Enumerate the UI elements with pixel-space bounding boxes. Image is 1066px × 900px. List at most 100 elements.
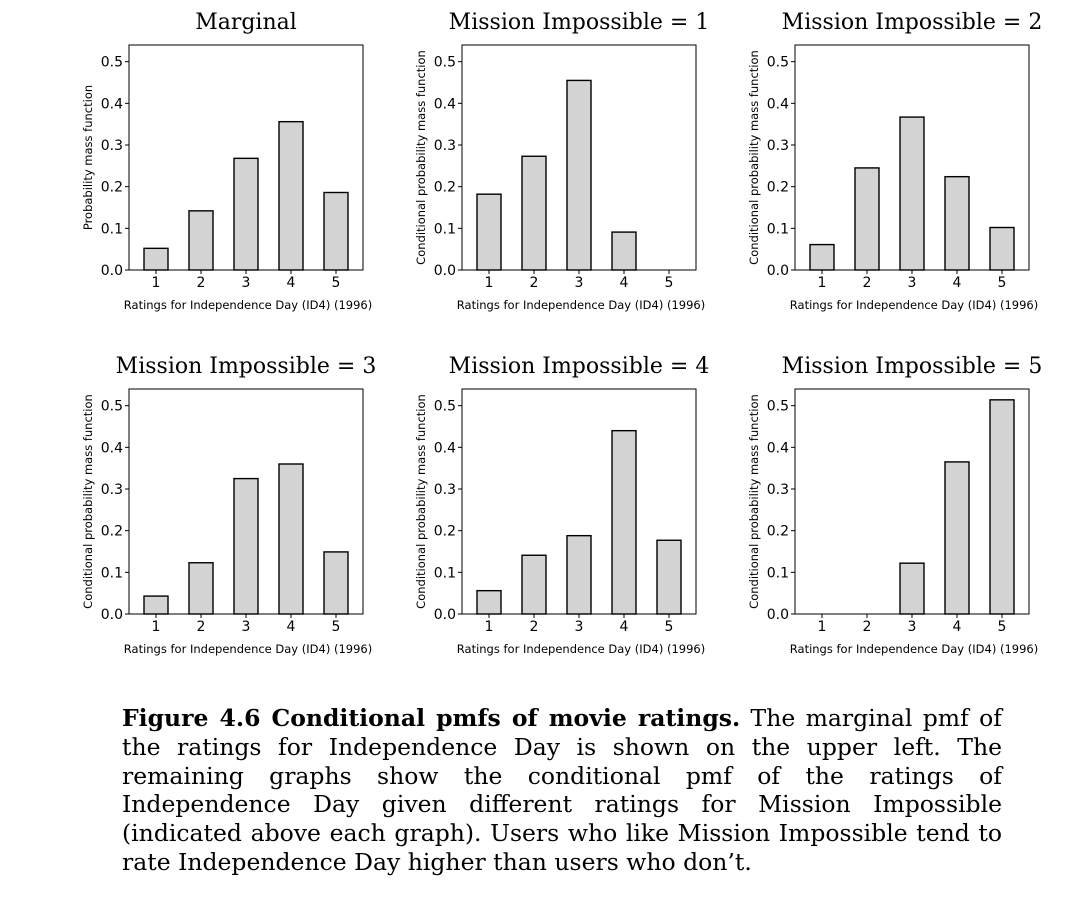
bar-1 [143,595,169,615]
y-axis-label: Conditional probability mass function [414,394,428,609]
x-tick-label: 2 [530,619,539,635]
bar-4 [944,175,970,271]
y-tick-label: 0.2 [101,524,123,540]
y-tick-label: 0.3 [101,482,123,498]
y-tick-label: 0.0 [434,263,456,279]
y-tick-label: 0.1 [101,221,123,237]
y-axis-label: Conditional probability mass function [81,394,95,609]
y-tick-label: 0.1 [434,565,456,581]
x-tick-label: 1 [485,275,494,291]
panel-title: Mission Impossible = 5 [782,354,1043,379]
y-tick-label: 0.5 [101,399,123,415]
bar-3 [566,79,592,271]
panel-title: Marginal [195,10,297,35]
bar-2 [854,167,880,271]
y-tick-label: 0.5 [767,399,789,415]
chart-panel-4: Mission Impossible = 3 0.0 0.1 0.2 0.3 0.4 0.5… [81,354,376,656]
y-tick-label: 0.2 [767,180,789,196]
bar-2 [521,554,547,615]
bar-4 [611,429,637,615]
bar-2 [188,562,214,615]
figure-panels: Marginal 0.0 0.1 0.2 0.3 0.4 0.5 1 2 3 4 5 Ratings f… [81,10,1042,656]
y-tick-label: 0.1 [434,221,456,237]
chart-panel-6: Mission Impossible = 5 0.0 0.1 0.2 0.3 0.4 0.5… [747,354,1042,656]
y-tick-label: 0.1 [101,565,123,581]
x-tick-label: 2 [863,619,872,635]
panel-title: Mission Impossible = 3 [116,354,377,379]
bar-3 [899,562,925,615]
bar-5 [656,539,682,615]
x-tick-label: 5 [665,275,674,291]
x-axis-label: Ratings for Independence Day (ID4) (1996… [790,642,1038,656]
y-tick-label: 0.0 [767,263,789,279]
x-tick-label: 1 [485,619,494,635]
y-tick-label: 0.3 [434,482,456,498]
panel-title: Mission Impossible = 2 [782,10,1043,35]
x-axis-label: Ratings for Independence Day (ID4) (1996… [124,298,372,312]
x-tick-label: 3 [908,619,917,635]
y-tick-label: 0.1 [767,565,789,581]
bar-1 [476,589,502,615]
caption-body: The marginal pmf of the ratings for Inde… [122,704,1002,876]
bar-2 [521,155,547,271]
y-axis-label: Conditional probability mass function [414,50,428,265]
x-tick-label: 2 [530,275,539,291]
x-tick-label: 5 [998,275,1007,291]
bar-5 [323,191,349,271]
x-tick-label: 1 [152,619,161,635]
x-tick-label: 1 [152,275,161,291]
y-tick-label: 0.4 [767,440,789,456]
y-tick-label: 0.0 [434,607,456,623]
bar-3 [233,477,259,615]
x-tick-label: 3 [242,619,251,635]
bar-1 [143,247,169,271]
y-tick-label: 0.4 [101,440,123,456]
x-tick-label: 5 [665,619,674,635]
y-tick-label: 0.4 [101,96,123,112]
x-tick-label: 1 [818,275,827,291]
y-tick-label: 0.5 [767,55,789,71]
y-tick-label: 0.2 [434,180,456,196]
chart-panel-1: Marginal 0.0 0.1 0.2 0.3 0.4 0.5 1 2 3 4 5 Ratings f… [81,10,372,312]
x-tick-label: 4 [620,275,629,291]
bar-2 [188,210,214,271]
bar-5 [323,551,349,615]
x-tick-label: 5 [998,619,1007,635]
x-tick-label: 2 [197,275,206,291]
panel-title: Mission Impossible = 4 [449,354,710,379]
y-tick-label: 0.1 [767,221,789,237]
bar-4 [278,120,304,271]
y-tick-label: 0.3 [767,138,789,154]
y-axis-label: Conditional probability mass function [747,50,761,265]
x-tick-label: 2 [863,275,872,291]
chart-panel-3: Mission Impossible = 2 0.0 0.1 0.2 0.3 0.4 0.5… [747,10,1042,312]
bar-4 [611,231,637,271]
y-tick-label: 0.4 [434,96,456,112]
bar-5 [989,399,1015,615]
caption-lead: Figure 4.6 Conditional pmfs of movie rat… [122,704,741,732]
bar-3 [899,116,925,271]
bar-4 [278,463,304,615]
chart-panel-2: Mission Impossible = 1 0.0 0.1 0.2 0.3 0.4 0.5… [414,10,709,312]
x-axis-label: Ratings for Independence Day (ID4) (1996… [124,642,372,656]
y-tick-label: 0.3 [434,138,456,154]
x-tick-label: 4 [287,619,296,635]
x-tick-label: 4 [953,619,962,635]
x-tick-label: 5 [332,275,341,291]
y-axis-label: Probability mass function [81,85,95,230]
y-tick-label: 0.2 [101,180,123,196]
x-axis-label: Ratings for Independence Day (ID4) (1996… [457,298,705,312]
x-tick-label: 5 [332,619,341,635]
x-tick-label: 3 [908,275,917,291]
y-tick-label: 0.5 [101,55,123,71]
x-tick-label: 1 [818,619,827,635]
figure-caption: Figure 4.6 Conditional pmfs of movie rat… [122,704,1002,877]
chart-panel-5: Mission Impossible = 4 0.0 0.1 0.2 0.3 0.4 0.5… [414,354,709,656]
x-tick-label: 4 [620,619,629,635]
x-tick-label: 3 [575,619,584,635]
panel-title: Mission Impossible = 1 [449,10,710,35]
y-tick-label: 0.3 [101,138,123,154]
y-tick-label: 0.0 [101,263,123,279]
y-tick-label: 0.2 [767,524,789,540]
y-tick-label: 0.3 [767,482,789,498]
